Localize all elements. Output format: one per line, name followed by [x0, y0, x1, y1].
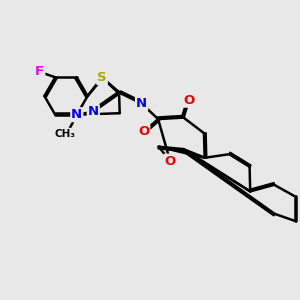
Text: N: N: [88, 105, 99, 118]
Text: CH₃: CH₃: [54, 129, 75, 139]
Text: N: N: [136, 97, 147, 110]
Text: N: N: [71, 108, 82, 121]
Text: O: O: [138, 125, 149, 138]
Text: F: F: [35, 65, 44, 78]
Text: O: O: [164, 154, 176, 168]
Text: S: S: [97, 71, 107, 84]
Text: O: O: [183, 94, 195, 107]
Text: F: F: [35, 65, 44, 78]
